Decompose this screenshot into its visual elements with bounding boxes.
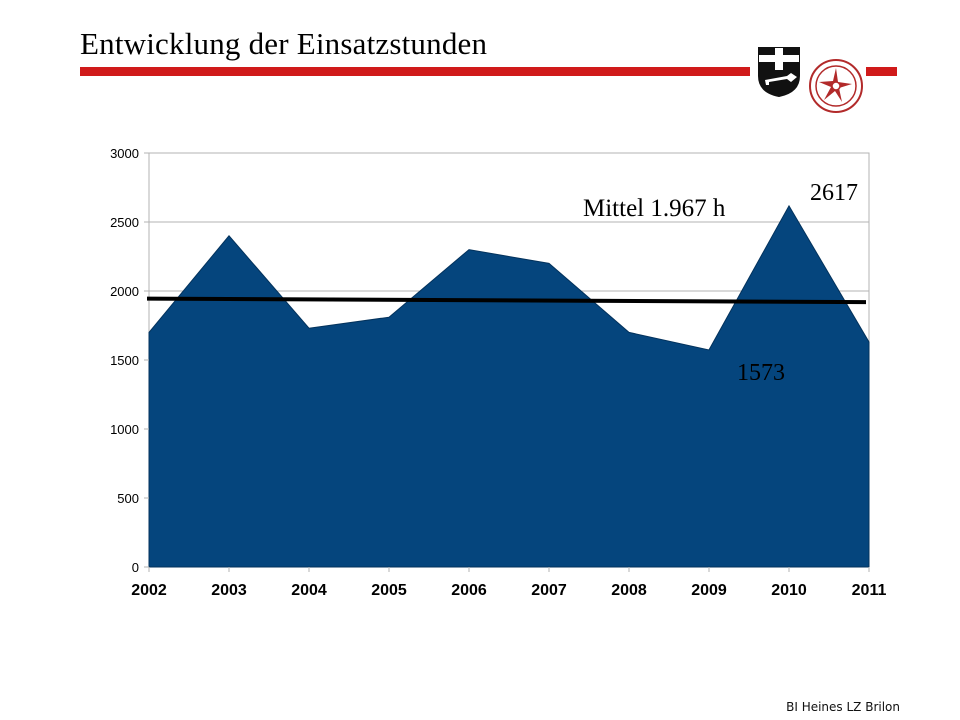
x-tick-label: 2009 bbox=[691, 582, 727, 599]
min-value-annotation: 1573 bbox=[737, 360, 785, 386]
x-axis-ticks: 2002 2003 2004 2005 2006 2007 2008 2009 2010 2011 bbox=[131, 567, 886, 599]
x-tick-label: 2008 bbox=[611, 582, 647, 599]
fire-brigade-seal-icon bbox=[809, 59, 863, 113]
y-tick-label: 3000 bbox=[110, 146, 139, 161]
page-title: Entwicklung der Einsatzstunden bbox=[80, 26, 488, 61]
y-axis-ticks: 0 500 1000 1500 2000 2500 3000 bbox=[110, 146, 149, 575]
coat-of-arms-shield-with-key-icon bbox=[758, 47, 800, 98]
x-tick-label: 2002 bbox=[131, 582, 167, 599]
y-tick-label: 1000 bbox=[110, 422, 139, 437]
x-tick-label: 2010 bbox=[771, 582, 807, 599]
y-tick-label: 2500 bbox=[110, 215, 139, 230]
title-underline-bar bbox=[80, 67, 750, 76]
x-tick-label: 2007 bbox=[531, 582, 567, 599]
y-tick-label: 500 bbox=[117, 491, 139, 506]
y-tick-label: 1500 bbox=[110, 353, 139, 368]
x-tick-label: 2011 bbox=[852, 582, 887, 599]
footer-credit: BI Heines LZ Brilon bbox=[786, 700, 900, 714]
mean-label: Mittel 1.967 h bbox=[583, 195, 726, 222]
x-tick-label: 2006 bbox=[451, 582, 487, 599]
title-underline-bar-end bbox=[866, 67, 897, 76]
max-value-annotation: 2617 bbox=[810, 180, 858, 206]
mean-line bbox=[146, 296, 867, 305]
data-area bbox=[148, 204, 870, 568]
y-tick-label: 2000 bbox=[110, 284, 139, 299]
x-tick-label: 2005 bbox=[371, 582, 407, 599]
x-tick-label: 2003 bbox=[211, 582, 247, 599]
y-tick-label: 0 bbox=[132, 560, 139, 575]
x-tick-label: 2004 bbox=[291, 582, 327, 599]
